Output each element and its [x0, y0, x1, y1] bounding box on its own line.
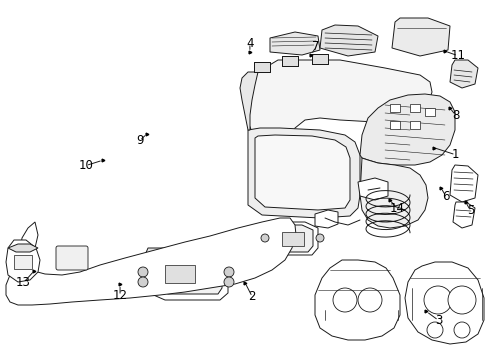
Polygon shape: [453, 202, 475, 228]
FancyBboxPatch shape: [56, 246, 88, 270]
Circle shape: [424, 286, 452, 314]
Circle shape: [448, 286, 476, 314]
Polygon shape: [8, 244, 38, 252]
Polygon shape: [360, 94, 455, 165]
Polygon shape: [245, 60, 432, 198]
Bar: [410, 104, 420, 112]
Bar: [390, 104, 400, 112]
Polygon shape: [450, 165, 478, 202]
Polygon shape: [282, 56, 298, 66]
Circle shape: [454, 322, 470, 338]
Text: 5: 5: [466, 204, 474, 217]
Polygon shape: [248, 128, 360, 218]
Polygon shape: [240, 72, 258, 130]
Polygon shape: [315, 210, 338, 228]
Polygon shape: [254, 62, 270, 72]
Text: 8: 8: [452, 109, 460, 122]
Bar: [410, 121, 420, 129]
Polygon shape: [270, 225, 313, 252]
Polygon shape: [358, 178, 388, 200]
Text: 14: 14: [390, 202, 404, 215]
Text: 13: 13: [16, 276, 31, 289]
Polygon shape: [145, 248, 228, 258]
Polygon shape: [270, 32, 320, 55]
Circle shape: [138, 277, 148, 287]
Polygon shape: [312, 54, 328, 64]
Polygon shape: [450, 60, 478, 88]
Bar: [165, 265, 195, 283]
Bar: [425, 108, 435, 116]
Polygon shape: [6, 240, 40, 282]
Circle shape: [224, 277, 234, 287]
Circle shape: [316, 234, 324, 242]
Circle shape: [427, 322, 443, 338]
Polygon shape: [360, 158, 428, 228]
Circle shape: [333, 288, 357, 312]
Circle shape: [224, 267, 234, 277]
Text: 10: 10: [78, 159, 93, 172]
Text: 6: 6: [442, 190, 450, 203]
Polygon shape: [255, 135, 350, 210]
Circle shape: [358, 288, 382, 312]
Polygon shape: [142, 250, 228, 300]
Polygon shape: [265, 222, 318, 255]
Bar: [282, 232, 304, 246]
Polygon shape: [320, 25, 378, 56]
Text: 12: 12: [113, 289, 127, 302]
Text: 7: 7: [312, 40, 320, 53]
Text: 11: 11: [451, 49, 465, 62]
Bar: [14, 255, 32, 269]
Polygon shape: [392, 18, 450, 56]
Text: 4: 4: [246, 37, 254, 50]
Circle shape: [261, 234, 269, 242]
Text: 2: 2: [248, 291, 256, 303]
Polygon shape: [150, 257, 222, 294]
Text: 3: 3: [435, 314, 442, 327]
Circle shape: [138, 267, 148, 277]
Bar: [390, 121, 400, 129]
Text: 9: 9: [136, 134, 144, 147]
Polygon shape: [315, 260, 400, 340]
Polygon shape: [405, 262, 484, 344]
Text: 1: 1: [452, 148, 460, 161]
Polygon shape: [6, 218, 296, 305]
